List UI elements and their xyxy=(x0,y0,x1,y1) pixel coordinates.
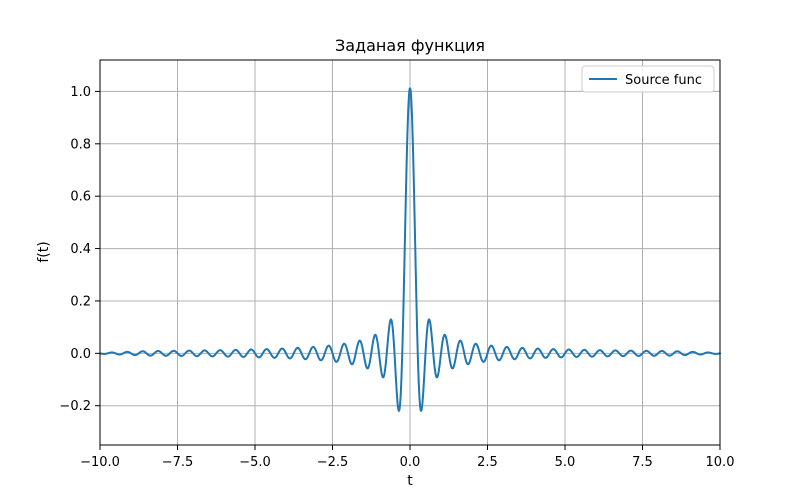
y-tick-label: 0.2 xyxy=(70,294,91,309)
x-tick-label: −2.5 xyxy=(317,455,349,470)
x-tick-label: −5.0 xyxy=(239,455,271,470)
x-tick-label: −10.0 xyxy=(80,455,120,470)
x-tick-label: 0.0 xyxy=(400,455,421,470)
legend: Source func xyxy=(581,65,715,93)
y-tick-label: 1.0 xyxy=(70,85,91,100)
y-tick-label: 0.8 xyxy=(70,137,91,152)
y-tick-label: 0.6 xyxy=(70,190,91,205)
y-tick-label: −0.2 xyxy=(59,399,91,414)
x-tick-label: 2.5 xyxy=(477,455,498,470)
x-tick-label: 5.0 xyxy=(555,455,576,470)
x-axis-label: t xyxy=(407,473,413,489)
y-axis-ticks: −0.2 0.0 0.2 0.4 0.6 0.8 1.0 xyxy=(59,85,100,414)
y-tick-label: 0.0 xyxy=(70,347,91,362)
y-axis-label: f(t) xyxy=(36,241,52,262)
x-tick-label: 7.5 xyxy=(632,455,653,470)
x-tick-label: −7.5 xyxy=(162,455,194,470)
chart-title: Заданая функция xyxy=(335,36,485,55)
x-grid xyxy=(99,60,721,445)
x-axis-ticks: −10.0 −7.5 −5.0 −2.5 0.0 2.5 5.0 7.5 10.0 xyxy=(80,445,734,470)
y-tick-label: 0.4 xyxy=(70,242,91,257)
legend-label: Source func xyxy=(625,73,702,88)
series-line-source-func xyxy=(99,87,721,412)
series-group xyxy=(99,87,721,412)
x-tick-label: 10.0 xyxy=(706,455,735,470)
legend-box xyxy=(581,65,715,93)
